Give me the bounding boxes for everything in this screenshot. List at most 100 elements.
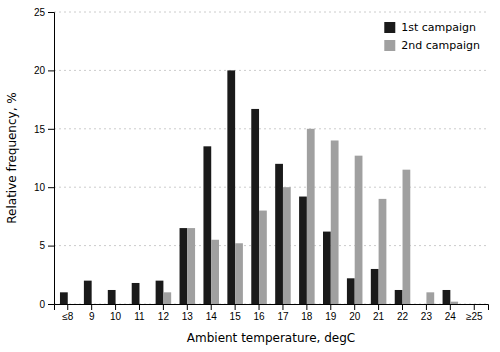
x-tick-label: ≥25 xyxy=(466,311,483,322)
bar xyxy=(450,302,458,304)
y-tick-mark xyxy=(48,187,54,188)
x-tick: 10 xyxy=(110,304,122,322)
x-tick: 20 xyxy=(349,304,361,322)
y-tick-mark xyxy=(48,12,54,13)
bar xyxy=(156,281,164,304)
x-tick: 22 xyxy=(397,304,409,322)
grid-line xyxy=(54,245,488,246)
x-axis-line xyxy=(55,305,489,311)
x-tick: 11 xyxy=(134,304,145,322)
grid-line xyxy=(54,128,488,129)
bars xyxy=(60,70,458,304)
y-tick-label: 10 xyxy=(34,182,46,193)
legend-label: 1st campaign xyxy=(401,21,476,34)
y-tick-mark xyxy=(48,70,54,71)
y-tick-mark xyxy=(48,129,54,130)
x-tick-mark xyxy=(354,304,355,310)
grid xyxy=(54,12,488,304)
x-tick: 23 xyxy=(421,304,433,322)
x-tick: 17 xyxy=(277,304,289,322)
x-tick-label: 13 xyxy=(182,311,194,322)
grid-line xyxy=(54,187,488,188)
y-tick-label: 15 xyxy=(34,124,46,135)
bar xyxy=(227,70,235,304)
x-tick: 9 xyxy=(89,304,95,322)
x-tick-mark xyxy=(402,304,403,310)
chart: ≤89101112131415161718192021222324≥250510… xyxy=(0,0,500,352)
x-tick-mark xyxy=(115,304,116,310)
x-tick-mark xyxy=(91,304,92,310)
x-axis-title: Ambient temperature, degC xyxy=(187,331,355,345)
y-tick-mark xyxy=(48,304,54,305)
bar xyxy=(116,304,124,305)
y-tick-label: 25 xyxy=(34,7,46,18)
y-tick-label: 0 xyxy=(39,299,45,310)
bar xyxy=(203,146,211,304)
x-tick: 21 xyxy=(373,304,385,322)
bar xyxy=(347,278,355,304)
x-tick-mark xyxy=(282,304,283,310)
y-tick-label: 20 xyxy=(34,65,46,76)
bar xyxy=(84,281,92,304)
x-tick: 18 xyxy=(301,304,313,322)
bar xyxy=(395,290,403,304)
bar xyxy=(163,292,171,304)
x-tick-mark xyxy=(67,304,68,310)
x-tick: 19 xyxy=(325,304,337,322)
bar xyxy=(108,290,116,304)
grid-line xyxy=(54,12,488,13)
x-tick-mark xyxy=(187,304,188,310)
plot: ≤89101112131415161718192021222324≥250510… xyxy=(34,7,489,322)
bar xyxy=(60,292,68,304)
legend-item: 1st campaign xyxy=(384,21,476,34)
bar xyxy=(187,228,195,304)
bar xyxy=(426,292,434,304)
bar xyxy=(403,170,411,304)
bar xyxy=(139,304,147,305)
bar xyxy=(283,187,291,304)
legend: 1st campaign 2nd campaign xyxy=(384,21,480,52)
x-tick-label: 18 xyxy=(301,311,313,322)
bar xyxy=(474,304,482,305)
bar-series xyxy=(163,129,458,304)
x-tick-mark xyxy=(306,304,307,310)
bar xyxy=(307,129,315,304)
y-tick: 5 xyxy=(39,240,54,251)
bar xyxy=(323,232,331,304)
x-tick-mark xyxy=(426,304,427,310)
x-tick-label: 21 xyxy=(373,311,385,322)
x-tick-mark xyxy=(211,304,212,310)
x-tick-mark xyxy=(163,304,164,310)
x-tick: ≤8 xyxy=(62,304,73,322)
grid-line xyxy=(54,70,488,71)
x-tick-label: 14 xyxy=(206,311,218,322)
bar xyxy=(68,304,76,305)
x-tick-mark xyxy=(450,304,451,310)
y-tick-mark xyxy=(48,246,54,247)
y-tick: 25 xyxy=(34,7,54,18)
bar xyxy=(355,156,363,304)
x-tick-label: ≤8 xyxy=(62,311,73,322)
y-axis: 0 5 10 15 20 25 xyxy=(34,7,55,310)
x-tick-mark xyxy=(235,304,236,310)
legend-swatch xyxy=(384,22,395,33)
x-tick: 15 xyxy=(230,304,242,322)
x-tick-label: 23 xyxy=(421,311,433,322)
x-tick-mark xyxy=(139,304,140,310)
legend-item: 2nd campaign xyxy=(384,39,480,52)
bar xyxy=(299,197,307,304)
x-tick-label: 24 xyxy=(445,311,457,322)
x-tick-label: 22 xyxy=(397,311,409,322)
x-tick-mark xyxy=(330,304,331,310)
bar xyxy=(466,304,474,305)
x-tick-label: 9 xyxy=(89,311,95,322)
y-axis-line xyxy=(48,13,55,305)
bar xyxy=(92,304,100,305)
bar xyxy=(371,269,379,304)
x-tick-label: 15 xyxy=(230,311,242,322)
legend-label: 2nd campaign xyxy=(401,39,480,52)
bar xyxy=(419,304,427,305)
y-tick-label: 5 xyxy=(39,240,45,251)
x-tick-label: 20 xyxy=(349,311,361,322)
bar xyxy=(251,109,259,304)
